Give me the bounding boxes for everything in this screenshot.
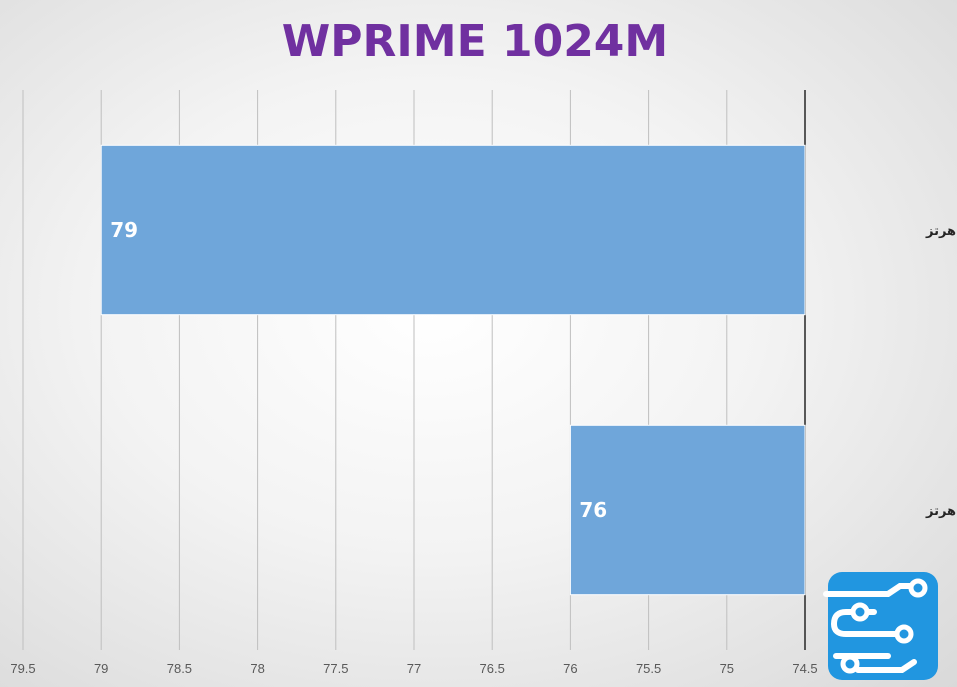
bars: 79 76 xyxy=(100,144,806,596)
bar xyxy=(100,144,806,316)
category-labels: توربو ۴/۵ گیگاهرتز استاندارد ۴/۲ گیگاهرتز xyxy=(925,223,957,519)
x-tick-label: 76.5 xyxy=(480,661,505,676)
x-axis-ticks: 79.5 79 78.5 78 77.5 77 76.5 76 75.5 75 74.5 xyxy=(10,661,817,676)
data-label: 79 xyxy=(110,218,138,242)
circuit-logo-icon xyxy=(823,572,938,680)
x-tick-label: 75 xyxy=(720,661,734,676)
chart-title: WPRIME 1024M xyxy=(282,16,668,67)
x-tick-label: 78.5 xyxy=(167,661,192,676)
x-tick-label: 79.5 xyxy=(10,661,35,676)
x-tick-label: 77 xyxy=(407,661,421,676)
x-tick-label: 78 xyxy=(250,661,264,676)
x-tick-label: 74.5 xyxy=(792,661,817,676)
bar xyxy=(569,424,806,596)
category-label: توربو ۴/۵ گیگاهرتز xyxy=(925,223,957,239)
category-label: استاندارد ۴/۲ گیگاهرتز xyxy=(925,503,957,519)
x-tick-label: 77.5 xyxy=(323,661,348,676)
data-label: 76 xyxy=(579,498,607,522)
x-tick-label: 75.5 xyxy=(636,661,661,676)
x-tick-label: 76 xyxy=(563,661,577,676)
x-tick-label: 79 xyxy=(94,661,108,676)
